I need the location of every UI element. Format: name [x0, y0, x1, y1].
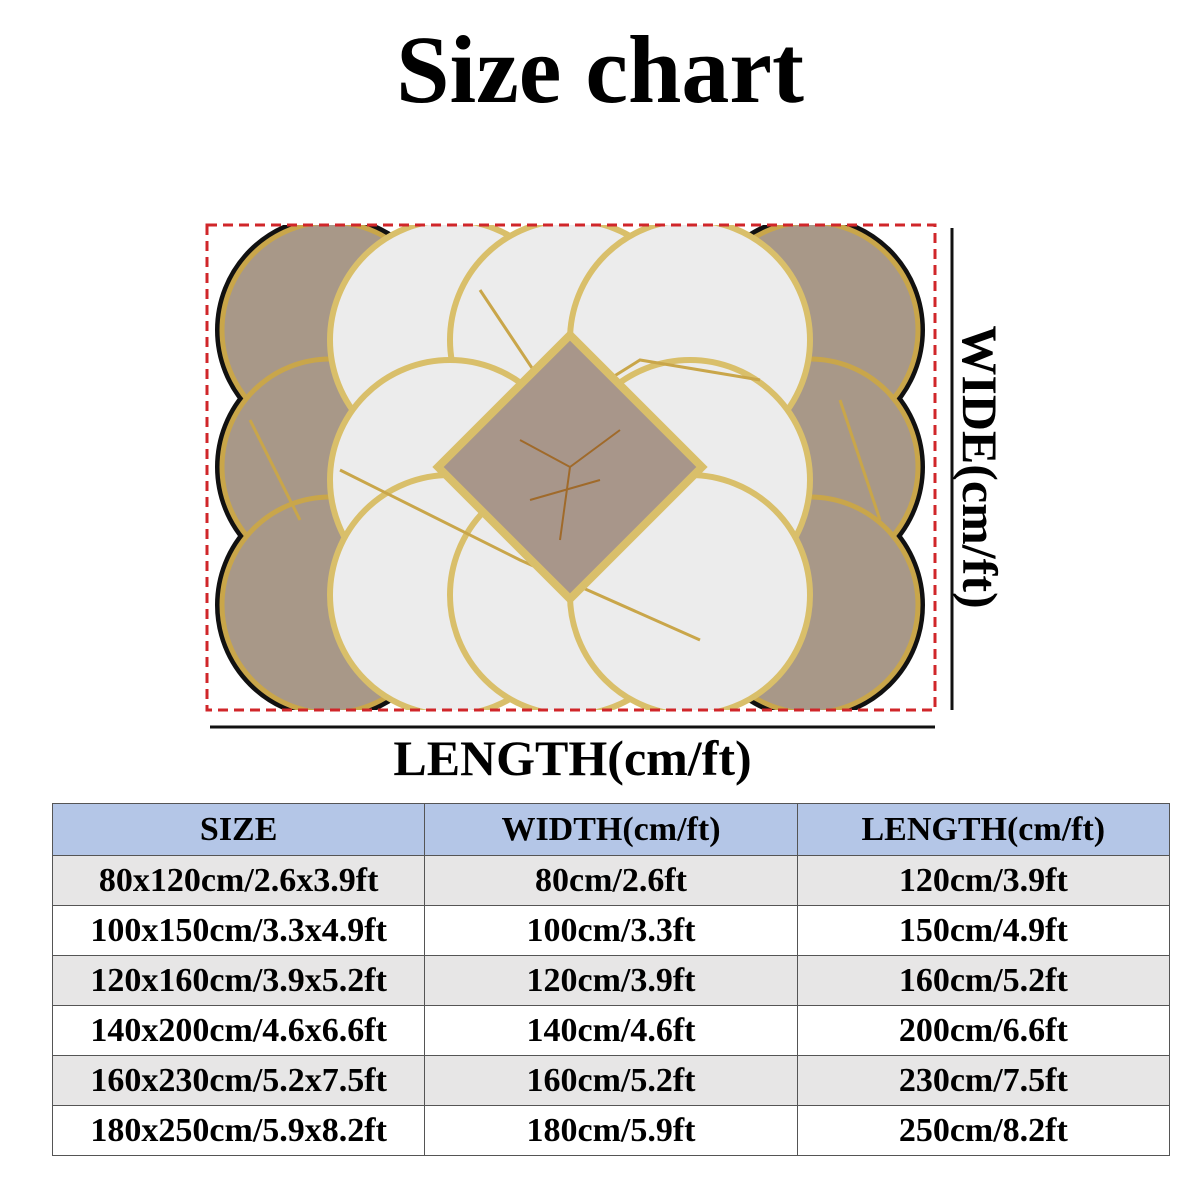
- header-cell: SIZE: [51, 803, 426, 856]
- title: Size chart: [396, 16, 804, 123]
- header-cell: LENGTH(cm/ft): [796, 803, 1171, 856]
- table-cell: 160x230cm/5.2x7.5ft: [51, 1055, 426, 1106]
- table-row: 80x120cm/2.6x3.9ft 80cm/2.6ft 120cm/3.9ft: [51, 855, 1171, 906]
- table-cell: 180cm/5.9ft: [424, 1105, 798, 1156]
- table-cell: 150cm/4.9ft: [796, 905, 1171, 956]
- table-row: 160x230cm/5.2x7.5ft 160cm/5.2ft 230cm/7.5f…: [51, 1055, 1171, 1106]
- table-cell: 80cm/2.6ft: [424, 855, 798, 906]
- table-cell: 250cm/8.2ft: [796, 1105, 1171, 1156]
- table-cell: 230cm/7.5ft: [796, 1055, 1171, 1106]
- table-cell: 120x160cm/3.9x5.2ft: [51, 955, 426, 1006]
- table-cell: 160cm/5.2ft: [424, 1055, 798, 1106]
- table-cell: 140cm/4.6ft: [424, 1005, 798, 1056]
- table-cell: 120cm/3.9ft: [796, 855, 1171, 906]
- table-cell: 180x250cm/5.9x8.2ft: [51, 1105, 426, 1156]
- table-row: 120x160cm/3.9x5.2ft 120cm/3.9ft 160cm/5.2f…: [51, 955, 1171, 1006]
- table-cell: 140x200cm/4.6x6.6ft: [51, 1005, 426, 1056]
- table-cell: 200cm/6.6ft: [796, 1005, 1171, 1056]
- table-row: 180x250cm/5.9x8.2ft 180cm/5.9ft 250cm/8.2f…: [51, 1105, 1171, 1156]
- size-table: SIZE WIDTH(cm/ft) LENGTH(cm/ft) 80x120cm/2…: [51, 803, 1171, 1156]
- table-row: 100x150cm/3.3x4.9ft 100cm/3.3ft 150cm/4.9f…: [51, 905, 1171, 956]
- table-cell: 160cm/5.2ft: [796, 955, 1171, 1006]
- header-row: SIZE WIDTH(cm/ft) LENGTH(cm/ft): [51, 803, 1171, 856]
- table-cell: 120cm/3.9ft: [424, 955, 798, 1006]
- width-label: WIDE(cm/ft): [952, 325, 1008, 609]
- table-row: 140x200cm/4.6x6.6ft 140cm/4.6ft 200cm/6.6f…: [51, 1005, 1171, 1056]
- length-label: LENGTH(cm/ft): [393, 730, 752, 786]
- table-cell: 100x150cm/3.3x4.9ft: [51, 905, 426, 956]
- table-cell: 80x120cm/2.6x3.9ft: [51, 855, 426, 906]
- header-cell: WIDTH(cm/ft): [424, 803, 798, 856]
- table-cell: 100cm/3.3ft: [424, 905, 798, 956]
